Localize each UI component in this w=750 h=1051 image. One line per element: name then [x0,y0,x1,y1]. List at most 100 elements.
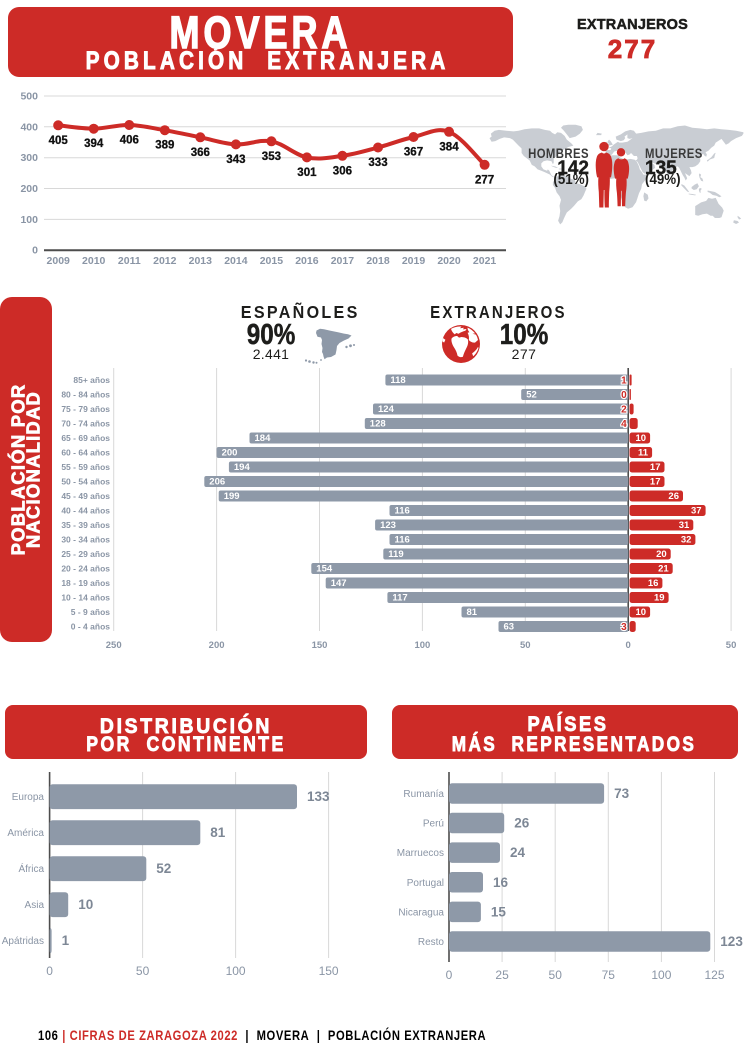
svg-text:2009: 2009 [47,255,71,267]
svg-text:124: 124 [378,404,395,415]
svg-text:0: 0 [446,968,453,982]
svg-text:2010: 2010 [82,255,106,267]
svg-text:Nicaragua: Nicaragua [398,907,444,918]
svg-text:50: 50 [520,640,531,651]
svg-text:343: 343 [226,154,245,166]
svg-text:333: 333 [368,157,387,169]
svg-text:50 - 54 años: 50 - 54 años [61,477,110,487]
svg-text:10 - 14 años: 10 - 14 años [61,593,110,603]
svg-text:20 - 24 años: 20 - 24 años [61,564,110,574]
svg-text:0: 0 [621,390,627,401]
svg-text:65 - 69 años: 65 - 69 años [61,433,110,443]
svg-text:206: 206 [209,477,225,488]
svg-text:394: 394 [84,138,104,150]
svg-text:2015: 2015 [260,255,284,267]
svg-text:25 - 29 años: 25 - 29 años [61,549,110,559]
svg-text:15: 15 [491,904,507,919]
svg-text:60 - 64 años: 60 - 64 años [61,448,110,458]
svg-text:80 - 84 años: 80 - 84 años [61,390,110,400]
svg-text:123: 123 [720,934,743,949]
svg-text:0 - 4 años: 0 - 4 años [71,622,110,632]
svg-text:50: 50 [136,964,150,978]
svg-text:277: 277 [475,174,494,186]
svg-text:81: 81 [210,825,226,840]
svg-text:América: América [7,828,44,839]
svg-text:2016: 2016 [295,255,319,267]
svg-text:2021: 2021 [473,255,497,267]
svg-text:0: 0 [46,964,53,978]
svg-text:2014: 2014 [224,255,248,267]
svg-text:116: 116 [395,506,410,517]
svg-text:21: 21 [658,564,669,575]
svg-text:100: 100 [226,964,246,978]
svg-text:389: 389 [155,140,174,152]
svg-text:250: 250 [106,640,122,651]
svg-text:117: 117 [392,593,407,604]
svg-text:125: 125 [704,968,724,982]
svg-text:40 - 44 años: 40 - 44 años [61,506,110,516]
svg-text:75 - 79 años: 75 - 79 años [61,404,110,414]
svg-text:19: 19 [654,593,665,604]
svg-text:35 - 39 años: 35 - 39 años [61,520,110,530]
svg-text:18 - 19 años: 18 - 19 años [61,578,110,588]
svg-text:2019: 2019 [402,255,426,267]
svg-text:Apátridas: Apátridas [2,936,44,947]
svg-text:26: 26 [514,816,530,831]
svg-text:85+ años: 85+ años [73,375,110,385]
svg-text:147: 147 [331,578,347,589]
svg-text:2012: 2012 [153,255,177,267]
svg-text:406: 406 [120,135,139,147]
svg-text:70 - 74 años: 70 - 74 años [61,419,110,429]
svg-text:16: 16 [493,875,509,890]
svg-text:Perú: Perú [423,819,444,830]
svg-text:24: 24 [510,845,526,860]
svg-text:100: 100 [651,968,671,982]
svg-text:119: 119 [388,549,403,560]
svg-text:184: 184 [255,433,272,444]
svg-text:301: 301 [297,167,317,179]
svg-text:353: 353 [262,151,281,163]
svg-text:1: 1 [621,376,627,387]
svg-text:45 - 49 años: 45 - 49 años [61,491,110,501]
svg-text:116: 116 [395,535,410,546]
svg-text:17: 17 [650,462,661,473]
svg-text:2013: 2013 [189,255,213,267]
svg-text:200: 200 [209,640,225,651]
svg-text:Europa: Europa [12,792,45,803]
svg-text:26: 26 [668,491,679,502]
svg-text:400: 400 [20,121,38,133]
svg-text:10: 10 [78,897,93,912]
svg-text:17: 17 [650,477,661,488]
svg-text:100: 100 [414,640,430,651]
svg-text:500: 500 [20,91,38,103]
svg-text:123: 123 [380,520,396,531]
svg-text:20: 20 [656,549,667,560]
svg-text:2017: 2017 [331,255,355,267]
svg-text:50: 50 [726,640,737,651]
svg-text:4: 4 [621,419,627,430]
svg-text:2020: 2020 [437,255,461,267]
svg-text:150: 150 [319,964,339,978]
svg-text:194: 194 [234,462,251,473]
svg-text:300: 300 [20,152,38,164]
svg-text:366: 366 [191,147,210,159]
svg-text:11: 11 [638,448,649,459]
svg-text:Resto: Resto [418,937,445,948]
svg-text:200: 200 [20,183,38,195]
svg-text:10: 10 [636,607,647,618]
svg-text:367: 367 [404,147,423,159]
svg-text:5 - 9 años: 5 - 9 años [71,607,110,617]
svg-text:37: 37 [691,506,702,517]
svg-text:32: 32 [681,535,692,546]
svg-text:2011: 2011 [118,255,141,267]
svg-text:73: 73 [614,786,630,801]
svg-text:1: 1 [62,933,70,948]
svg-text:2: 2 [621,405,627,416]
svg-text:306: 306 [333,165,352,177]
svg-text:30 - 34 años: 30 - 34 años [61,535,110,545]
svg-text:63: 63 [504,622,515,633]
svg-text:Asia: Asia [25,900,45,911]
svg-text:128: 128 [370,419,386,430]
svg-text:Portugal: Portugal [407,878,444,889]
svg-text:Marruecos: Marruecos [397,848,444,859]
